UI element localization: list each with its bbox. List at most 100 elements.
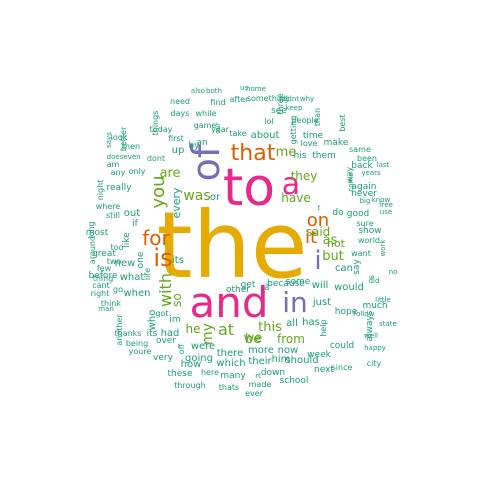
word-look: look xyxy=(111,133,128,142)
word-got: got xyxy=(155,309,168,318)
word-see: see xyxy=(271,106,287,116)
word-would: would xyxy=(334,282,364,293)
word-have: have xyxy=(281,191,310,205)
word-just: just xyxy=(312,297,331,308)
word-as: as xyxy=(323,233,338,248)
word-he: he xyxy=(186,322,201,336)
word-you: you xyxy=(148,175,169,208)
word-days: days xyxy=(171,109,190,118)
word-only: only xyxy=(129,167,146,176)
word-down: down xyxy=(261,368,285,378)
word-been: been xyxy=(357,154,377,163)
word-than: than xyxy=(313,108,322,126)
word-that: that xyxy=(231,141,276,166)
word-which: which xyxy=(216,358,245,369)
word-in: in xyxy=(282,286,308,319)
word-with: with xyxy=(156,273,175,307)
word-next: next xyxy=(314,365,334,375)
word-through: through xyxy=(174,381,205,390)
word-this: this xyxy=(258,320,282,335)
word-not: not xyxy=(327,237,346,250)
word-its: its xyxy=(147,329,158,339)
word-should: should xyxy=(285,355,318,366)
word-now: now xyxy=(278,345,299,356)
word-cant: cant xyxy=(92,281,110,290)
word-here: here xyxy=(201,368,219,377)
word-home: home xyxy=(246,85,266,93)
word-thanks: thanks xyxy=(115,329,142,338)
word-hope: hope xyxy=(335,307,358,317)
word-t: t xyxy=(318,204,321,212)
word-does: does xyxy=(107,153,124,161)
word-around: around xyxy=(88,236,97,264)
word-show: show xyxy=(358,226,381,236)
word-great: great xyxy=(92,249,116,259)
word-by: by xyxy=(188,141,200,151)
word-rt: rt xyxy=(255,372,261,380)
word-say: say xyxy=(352,259,362,275)
word-world: world xyxy=(358,236,380,245)
word-has: has xyxy=(302,317,320,328)
word-always: always xyxy=(365,310,375,341)
word-year: year xyxy=(211,125,230,134)
word-off: off xyxy=(177,343,186,354)
word-few: few xyxy=(97,264,112,273)
word-two: two xyxy=(107,257,122,266)
word-are: are xyxy=(159,166,180,181)
word-or: or xyxy=(210,192,221,203)
word-where: where xyxy=(96,202,121,211)
word-best: best xyxy=(338,114,347,131)
word-since: since xyxy=(332,363,353,372)
word-new: new xyxy=(115,258,136,269)
word-why: why xyxy=(300,95,314,103)
word-first: first xyxy=(168,134,184,143)
word-of: of xyxy=(184,143,228,181)
word-do: do xyxy=(332,208,344,218)
word-still: still xyxy=(106,211,120,220)
word-then: then xyxy=(122,142,140,151)
word-up: up xyxy=(172,145,185,156)
word-lol: lol xyxy=(264,117,273,126)
word-be: be xyxy=(245,332,261,347)
word-free: free xyxy=(379,201,393,209)
word-little: little xyxy=(375,296,391,304)
word-come: come xyxy=(347,172,355,191)
word-about: about xyxy=(251,130,280,141)
word-being: being xyxy=(126,339,148,348)
word-will: will xyxy=(312,280,329,291)
word-our: our xyxy=(214,122,222,134)
word-had: had xyxy=(161,328,180,339)
word-game: game xyxy=(194,121,217,130)
word-to: to xyxy=(223,158,275,218)
word-it: it xyxy=(305,227,317,248)
word-happy: happy xyxy=(364,344,386,352)
word-never: never xyxy=(351,189,377,199)
word-im: im xyxy=(169,315,180,325)
word-getting: getting xyxy=(289,116,298,145)
word-so: so xyxy=(170,293,184,307)
word-youre: youre xyxy=(129,347,152,356)
word-last: last xyxy=(377,161,390,169)
word-city: city xyxy=(367,359,382,368)
word-get: get xyxy=(241,280,256,290)
word-know: know xyxy=(372,196,391,204)
word-sure: sure xyxy=(356,219,373,228)
word-because: because xyxy=(267,279,305,289)
word-was: was xyxy=(183,188,210,204)
word-work: work xyxy=(379,239,387,257)
word-most: most xyxy=(86,228,109,238)
word-an: an xyxy=(196,138,207,148)
word-out: out xyxy=(124,208,140,219)
word-while: while xyxy=(196,109,217,118)
word-every: every xyxy=(170,187,183,219)
word-these: these xyxy=(168,369,193,379)
word-again: again xyxy=(352,182,377,192)
word-other: other xyxy=(226,285,250,295)
word-things: things xyxy=(151,111,160,136)
word-school: school xyxy=(280,376,309,386)
word-find: find xyxy=(210,98,225,107)
word-us: us xyxy=(240,84,248,92)
word-right: right xyxy=(91,289,110,298)
word-life: life xyxy=(143,268,152,280)
word-way: way xyxy=(345,167,354,183)
